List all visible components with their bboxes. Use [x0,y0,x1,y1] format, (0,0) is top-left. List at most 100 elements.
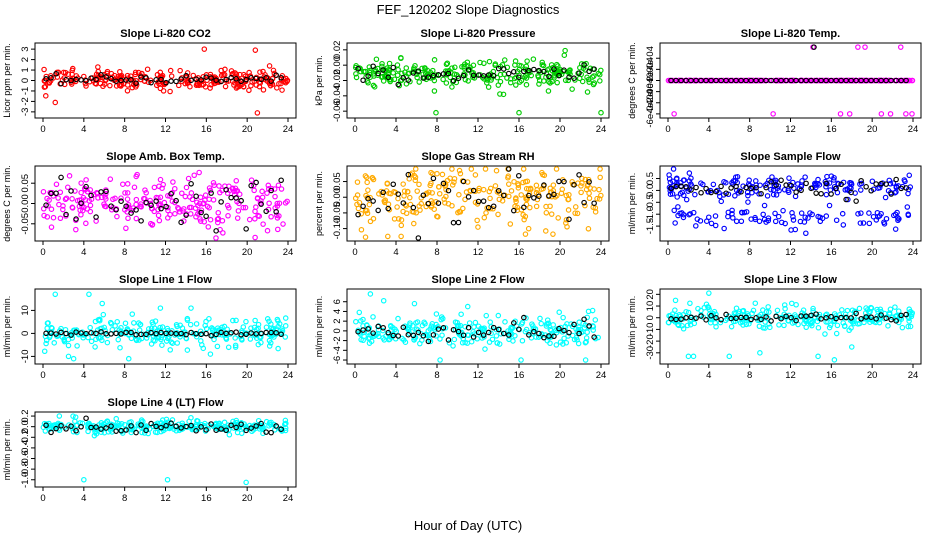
reference-point [591,334,597,340]
data-point [686,170,693,176]
reference-point [63,211,69,218]
data-point [674,194,680,200]
data-point [80,334,86,341]
data-point [505,181,512,187]
y-tick-label: 0.0 [645,184,656,197]
reference-point [43,76,49,82]
reference-point [380,324,386,331]
reference-point [743,77,749,84]
data-point [196,82,202,89]
reference-point [586,179,592,185]
reference-point [833,315,839,322]
data-point [789,210,795,216]
data-point [456,208,463,215]
data-point [412,166,419,172]
data-point-outlier [837,111,844,117]
data-point [523,196,529,202]
data-point [202,192,209,198]
data-point [536,81,542,87]
data-point [883,215,890,222]
reference-point [566,74,572,80]
data-point [124,196,131,202]
data-point [749,310,755,317]
reference-point [485,204,492,211]
panel-title: Slope Amb. Box Temp. [106,151,225,163]
data-point [553,61,560,68]
reference-point [868,314,874,320]
reference-point [516,326,522,333]
data-point [548,62,555,68]
x-tick-label: 4 [81,370,86,381]
data-point [42,83,49,90]
data-point [866,210,872,216]
x-tick-label: 12 [160,370,171,381]
reference-point [228,74,234,81]
data-point [672,297,679,304]
reference-point [360,203,366,210]
data-point [782,305,788,312]
data-point-outlier [518,357,524,363]
data-point [364,179,370,186]
reference-point [465,67,472,73]
y-tick-label: -6 [332,356,343,364]
data-point [685,309,692,316]
reference-point [668,185,674,192]
reference-point [63,330,69,337]
reference-point [813,311,819,317]
data-point [278,186,285,192]
data-point [232,342,239,349]
data-point [433,72,439,78]
data-point [78,180,84,186]
data-point [381,337,388,343]
x-tick-label: 8 [747,247,752,258]
data-point [246,87,252,94]
data-point [197,194,204,201]
reference-point [718,316,724,323]
x-tick-label: 8 [434,124,439,135]
reference-point [495,326,502,333]
data-point [750,307,757,314]
data-point [164,325,171,332]
reference-point [365,73,371,79]
reference-point [128,329,134,336]
data-point [189,196,196,203]
data-point [103,190,109,197]
data-point [548,211,555,217]
reference-point [738,314,744,321]
data-point [788,300,795,307]
data-point [731,310,738,316]
data-point [393,328,400,335]
data-point [553,166,560,172]
reference-point [450,219,457,226]
reference-point [228,422,234,429]
reference-point [133,80,139,86]
reference-point [718,183,724,190]
data-point [858,210,864,216]
data-point [185,175,192,182]
data-point [193,421,200,428]
reference-point [98,329,104,335]
data-point [149,221,156,228]
data-point [869,178,876,185]
data-point [168,339,175,345]
data-point [579,175,585,182]
data-point [264,190,270,196]
reference-point [778,177,784,184]
data-point [187,321,194,328]
data-point [239,81,245,88]
data-point-outlier [909,111,915,117]
data-point [835,180,841,187]
reference-point [878,77,884,84]
data-point [681,177,687,183]
panel-title: Slope Line 4 (LT) Flow [108,397,224,409]
data-point-outlier [164,476,171,483]
y-tick-label: 0.00 [20,194,31,213]
data-point-outlier [207,351,214,357]
reference-point [228,194,234,201]
x-tick-label: 0 [352,124,357,135]
data-point [213,420,219,427]
reference-point [68,423,74,429]
reference-point [158,205,164,212]
reference-point [253,423,259,429]
reference-point [218,199,224,205]
